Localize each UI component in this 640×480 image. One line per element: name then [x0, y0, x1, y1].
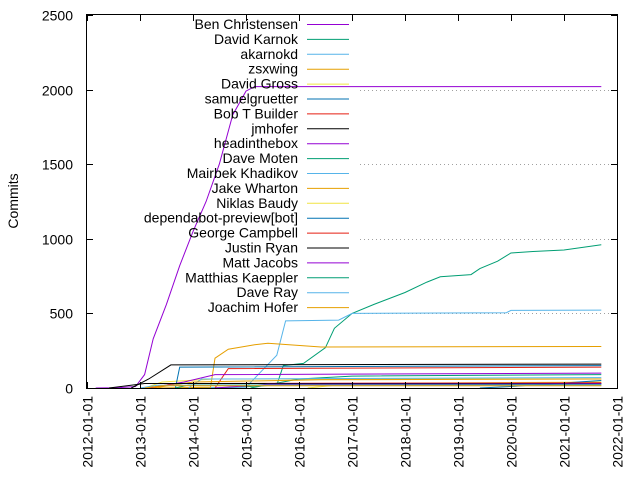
x-tick-label: 2013-01-01 — [133, 396, 149, 468]
legend-label: Justin Ryan — [225, 240, 298, 256]
legend-label: zsxwing — [248, 61, 298, 77]
y-tick-label: 500 — [50, 306, 74, 322]
legend-label: Niklas Baudy — [216, 195, 298, 211]
legend-label: Jake Wharton — [212, 180, 298, 196]
legend-label: akarnokd — [240, 46, 298, 62]
legend-label: Matt Jacobs — [223, 254, 298, 270]
legend-label: George Campbell — [188, 225, 298, 241]
legend-label: Dave Moten — [223, 150, 298, 166]
series-line — [109, 383, 602, 389]
series-line — [188, 244, 602, 389]
x-tick-label: 2021-01-01 — [557, 396, 573, 468]
legend-label: jmhofer — [250, 120, 298, 136]
grid-lines — [360, 90, 617, 314]
legend-label: Dave Ray — [237, 284, 298, 300]
series-line — [157, 342, 602, 389]
x-axis-ticks: 2012-01-01 2013-01-01 2014-01-01 2015-01-01… — [80, 15, 626, 468]
x-tick-label: 2014-01-01 — [186, 396, 202, 468]
y-tick-label: 1000 — [42, 232, 73, 248]
y-axis-ticks: 0 500 1000 1500 2000 2500 — [42, 8, 617, 397]
legend-label: Ben Christensen — [194, 16, 298, 32]
y-tick-label: 1500 — [42, 157, 73, 173]
x-tick-label: 2018-01-01 — [398, 396, 414, 468]
x-tick-label: 2022-01-01 — [610, 396, 626, 468]
x-tick-label: 2015-01-01 — [239, 396, 255, 468]
x-tick-label: 2019-01-01 — [451, 396, 467, 468]
legend-label: dependabot-preview[bot] — [144, 210, 298, 226]
series-line — [144, 385, 602, 389]
x-tick-label: 2017-01-01 — [345, 396, 361, 468]
x-tick-label: 2016-01-01 — [292, 396, 308, 468]
plot-border — [86, 14, 618, 389]
legend-label: Bob T Builder — [214, 105, 299, 121]
y-tick-label: 2500 — [42, 8, 73, 24]
legend-label: David Karnok — [214, 31, 299, 47]
legend-label: Mairbek Khadikov — [187, 165, 298, 181]
series-line — [214, 383, 602, 389]
legend-label: Matthias Kaeppler — [185, 269, 298, 285]
y-tick-label: 2000 — [42, 83, 73, 99]
legend-label: Joachim Hofer — [208, 299, 299, 315]
series-line — [161, 309, 602, 389]
y-tick-label: 0 — [65, 381, 73, 397]
legend-label: samuelgruetter — [205, 91, 299, 107]
legend-label: David Gross — [221, 76, 298, 92]
legend-label: headinthebox — [214, 135, 298, 151]
series-lines — [95, 86, 602, 389]
series-line — [174, 365, 602, 389]
x-tick-label: 2012-01-01 — [80, 396, 96, 468]
y-axis-label: Commits — [5, 173, 21, 228]
series-line — [95, 86, 602, 389]
x-tick-label: 2020-01-01 — [504, 396, 520, 468]
